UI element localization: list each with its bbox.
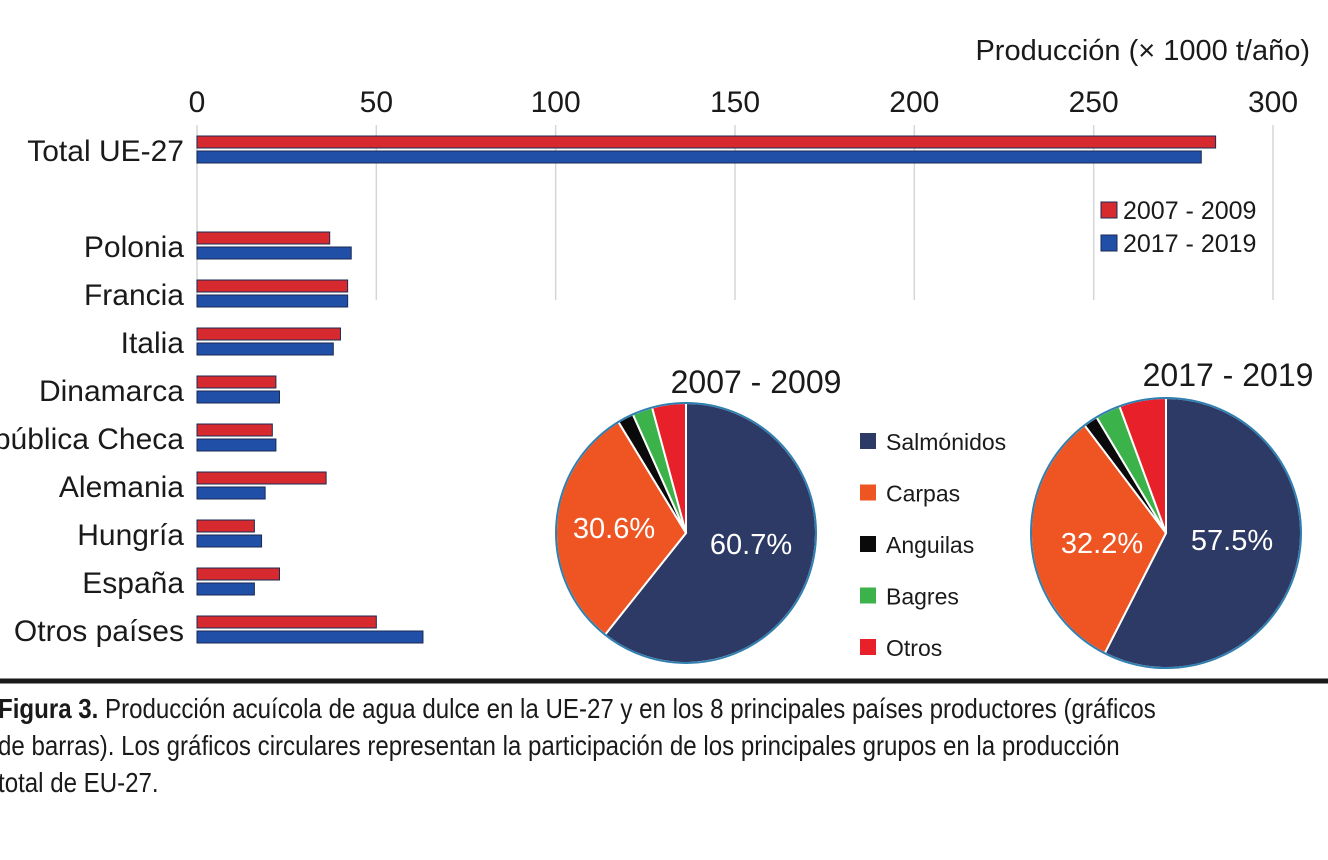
- bar: [196, 582, 255, 596]
- tick-label: 0: [189, 86, 206, 119]
- category-label: Francia: [84, 279, 184, 312]
- pie-legend-swatch: [860, 484, 876, 501]
- bar: [196, 438, 277, 452]
- bar: [196, 342, 334, 356]
- bar: [196, 471, 327, 485]
- axis-title: Producción (× 1000 t/año): [975, 35, 1310, 67]
- bar: [196, 567, 280, 581]
- bar-legend: 2007 - 2009 2017 - 2019: [1100, 197, 1256, 258]
- pie-legend: Salmónidos Carpas Anguilas Bagres Otros: [860, 429, 1006, 661]
- bar: [196, 246, 352, 260]
- pie-legend-label: Bagres: [886, 584, 959, 610]
- caption-label: Figura 3.: [0, 693, 99, 724]
- bars: [196, 135, 1217, 644]
- pie-legend-swatch: [860, 639, 876, 655]
- category-label: Otros países: [14, 615, 184, 648]
- legend-swatch: [1100, 234, 1118, 252]
- pie-outline: [1030, 397, 1302, 669]
- bar: [196, 150, 1202, 164]
- pie-outline: [555, 402, 817, 664]
- figure-canvas: Producción (× 1000 t/año) 0 50 100 150 200 25…: [0, 35, 1328, 684]
- category-label: Polonia: [84, 231, 184, 264]
- caption-text-1: Producción acuícola de agua dulce en la …: [98, 693, 1156, 724]
- tick-label: 150: [710, 86, 760, 119]
- category-label: Dinamarca: [39, 375, 184, 408]
- pie-title: 2007 - 2009: [671, 364, 842, 400]
- category-labels: Total UE-27 Polonia Francia Italia Dinamarca…: [0, 135, 184, 648]
- bar: [196, 423, 273, 437]
- tick-label: 100: [531, 86, 581, 119]
- pie-label: 57.5%: [1191, 525, 1273, 557]
- bar: [196, 534, 263, 548]
- bar: [196, 519, 255, 533]
- pie-label: 30.6%: [573, 513, 655, 545]
- pie-legend-label: Carpas: [886, 481, 960, 507]
- caption-line-2: de barras). Los gráficos circulares repr…: [0, 730, 1120, 761]
- bar: [196, 327, 341, 341]
- bar: [196, 390, 280, 404]
- pie-chart-2007-2009: 2007 - 2009 60.7% 30.6%: [555, 364, 842, 664]
- pie-label: 60.7%: [710, 529, 792, 561]
- pie-chart-2017-2019: 2017 - 2019 57.5% 32.2%: [1030, 357, 1314, 669]
- category-label: Alemania: [59, 471, 184, 504]
- category-label: Hungría: [77, 519, 184, 552]
- caption-line-1: Figura 3. Producción acuícola de agua du…: [0, 690, 1156, 727]
- bar: [196, 279, 349, 293]
- legend-label: 2007 - 2009: [1123, 197, 1256, 225]
- legend-swatch: [1100, 201, 1118, 219]
- pie-legend-swatch: [860, 536, 876, 552]
- legend-label: 2017 - 2019: [1123, 230, 1256, 258]
- caption-line-3: total de EU-27.: [0, 767, 159, 798]
- pie-legend-swatch: [860, 433, 876, 449]
- figure-caption: Figura 3. Producción acuícola de agua du…: [0, 690, 1156, 801]
- bar: [196, 294, 349, 308]
- tick-label: 200: [889, 86, 939, 119]
- tick-labels: 0 50 100 150 200 250 300: [189, 86, 1298, 119]
- category-label: Total UE-27: [27, 135, 184, 168]
- tick-label: 50: [360, 86, 393, 119]
- bar: [196, 231, 331, 245]
- pie-legend-label: Salmónidos: [886, 429, 1006, 455]
- pie-title: 2017 - 2019: [1143, 357, 1314, 393]
- bar: [196, 375, 277, 389]
- pie-legend-label: Otros: [886, 635, 942, 661]
- bar: [196, 630, 424, 644]
- bar: [196, 615, 377, 629]
- bar-chart: Producción (× 1000 t/año) 0 50 100 150 200 25…: [0, 35, 1310, 648]
- bar: [196, 486, 266, 500]
- bar: [196, 135, 1217, 149]
- category-label: República Checa: [0, 423, 184, 456]
- category-label: Italia: [121, 327, 185, 360]
- pie-legend-label: Anguilas: [886, 532, 974, 558]
- tick-label: 250: [1069, 86, 1119, 119]
- tick-label: 300: [1248, 86, 1298, 119]
- pie-label: 32.2%: [1061, 528, 1143, 560]
- pie-legend-swatch: [860, 587, 876, 604]
- category-label: España: [82, 567, 184, 600]
